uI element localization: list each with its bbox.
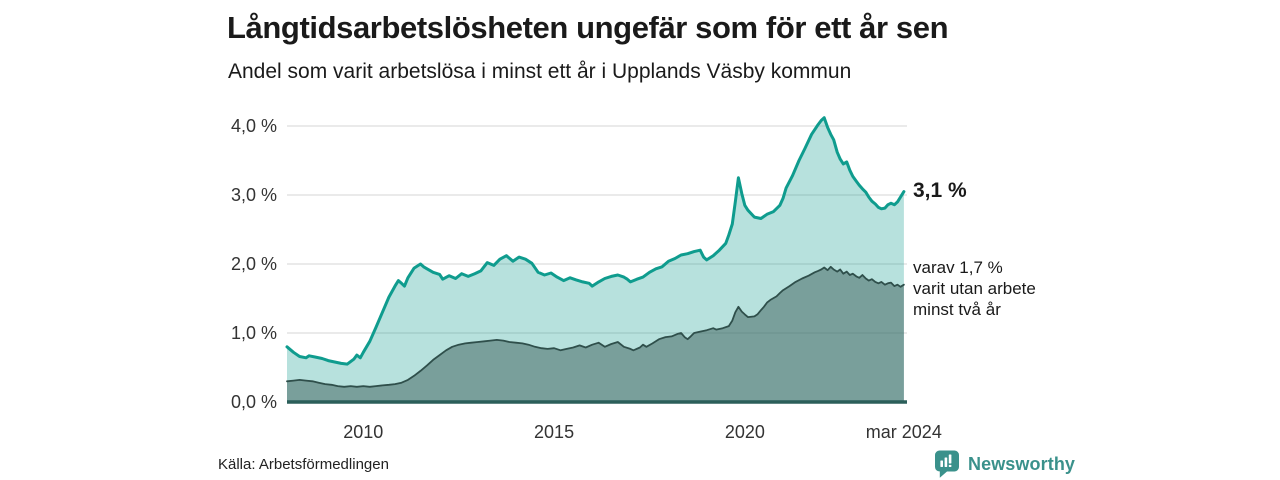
area-fill-series-2 — [287, 266, 904, 402]
logo-bar-3 — [948, 454, 952, 464]
series-end-value-label: 3,1 % — [913, 179, 967, 202]
line-series-2 — [286, 265, 905, 388]
x-tick-label: 2015 — [534, 422, 575, 442]
secondary-annotation-line-1: varav 1,7 % — [913, 258, 1003, 277]
newsworthy-logo-icon — [935, 450, 959, 478]
logo-bar-2 — [944, 457, 948, 467]
secondary-annotation-line-3: minst två år — [913, 300, 1001, 319]
y-tick-label: 3,0 % — [230, 185, 277, 205]
y-tick-label: 1,0 % — [230, 323, 277, 343]
y-tick-label: 2,0 % — [230, 254, 277, 274]
x-tick-label: 2010 — [343, 422, 384, 442]
x-tick-label: mar 2024 — [865, 422, 942, 442]
chart-title: Långtidsarbetslösheten ungefär som för e… — [227, 10, 949, 45]
line-series-1 — [285, 116, 906, 366]
logo-exclamation-dot — [948, 464, 952, 467]
brand-name: Newsworthy — [968, 453, 1076, 474]
y-tick-label: 0,0 % — [230, 392, 277, 412]
logo-bar-1 — [940, 460, 943, 467]
x-tick-label: 2020 — [724, 422, 765, 442]
chart-subtitle: Andel som varit arbetslösa i minst ett å… — [228, 60, 852, 83]
brand-lockup: Newsworthy — [934, 449, 1075, 479]
secondary-series-annotation: varav 1,7 % varit utan arbete minst två … — [913, 257, 1036, 320]
secondary-annotation-line-2: varit utan arbete — [913, 279, 1036, 298]
source-note: Källa: Arbetsförmedlingen — [218, 456, 389, 473]
area-fill-series-1 — [287, 117, 904, 402]
y-tick-label: 4,0 % — [230, 116, 277, 136]
